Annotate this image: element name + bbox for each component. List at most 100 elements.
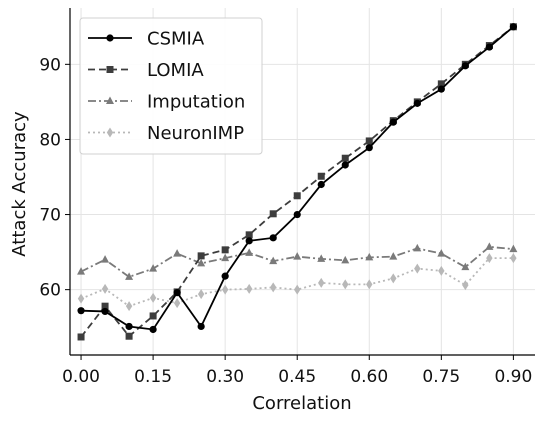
data-point-neuronimp xyxy=(173,298,181,309)
x-tick-label: 0.00 xyxy=(62,367,100,387)
data-point-csmia xyxy=(461,62,469,70)
data-point-lomia xyxy=(269,210,277,218)
data-point-imputation xyxy=(221,253,230,262)
data-point-imputation xyxy=(365,252,374,261)
data-point-neuronimp xyxy=(149,292,157,303)
data-point-imputation xyxy=(293,252,302,260)
data-point-neuronimp xyxy=(101,283,109,294)
data-point-lomia xyxy=(149,312,157,320)
data-point-imputation xyxy=(125,272,134,280)
data-point-imputation xyxy=(509,244,518,253)
legend-item-csmia: CSMIA xyxy=(88,29,205,50)
data-point-neuronimp xyxy=(390,273,397,284)
data-point-neuronimp xyxy=(510,253,517,264)
data-point-lomia xyxy=(101,302,109,310)
data-point-imputation xyxy=(485,242,494,250)
x-axis-label: Correlation xyxy=(252,393,351,414)
ticks: 0.00 0.15 0.30 0.45 0.60 0.75 0.90 60 70 80 90 xyxy=(39,55,532,387)
series-csmia xyxy=(77,23,517,334)
data-point-imputation xyxy=(149,264,158,272)
data-point-csmia xyxy=(149,325,157,334)
data-point-imputation xyxy=(341,255,350,264)
series-neuronimp xyxy=(77,253,517,312)
data-point-lomia xyxy=(365,137,373,145)
legend-marker-imputation xyxy=(106,96,114,104)
legend-box xyxy=(79,17,263,155)
data-point-imputation xyxy=(173,249,182,257)
data-point-csmia xyxy=(221,272,229,280)
data-point-csmia xyxy=(173,289,181,297)
y-tick-label: 90 xyxy=(39,55,61,75)
data-point-csmia xyxy=(317,180,325,189)
data-point-imputation xyxy=(389,252,398,260)
data-point-neuronimp xyxy=(342,279,349,290)
data-point-neuronimp xyxy=(77,293,85,304)
data-point-csmia xyxy=(125,322,133,331)
data-point-neuronimp xyxy=(197,289,205,300)
data-point-imputation xyxy=(461,262,470,271)
data-point-csmia xyxy=(77,307,85,315)
data-point-csmia xyxy=(437,85,445,93)
data-point-neuronimp xyxy=(414,263,421,274)
data-point-neuronimp xyxy=(245,283,253,294)
data-point-neuronimp xyxy=(221,284,229,295)
data-point-lomia xyxy=(77,333,85,341)
legend-marker-neuronimp xyxy=(106,127,114,138)
x-tick-label: 0.90 xyxy=(494,367,532,387)
legend-marker-lomia xyxy=(106,66,114,73)
legend-item-lomia: LOMIA xyxy=(88,60,204,81)
data-point-lomia xyxy=(437,80,445,88)
x-tick-label: 0.15 xyxy=(134,367,172,387)
legend-label-neuronimp: NeuronIMP xyxy=(147,123,244,144)
data-point-csmia xyxy=(245,237,253,245)
data-point-csmia xyxy=(269,234,277,242)
data-point-imputation xyxy=(245,248,254,256)
data-point-csmia xyxy=(341,161,349,169)
x-tick-label: 0.60 xyxy=(350,367,388,387)
data-point-imputation xyxy=(437,249,446,257)
legend-item-neuronimp: NeuronIMP xyxy=(88,123,244,144)
data-point-lomia xyxy=(341,154,349,162)
legend-label-imputation: Imputation xyxy=(147,92,245,113)
data-point-lomia xyxy=(197,252,205,260)
data-point-imputation xyxy=(413,243,422,252)
y-tick-label: 80 xyxy=(39,130,61,150)
data-point-csmia xyxy=(509,23,517,31)
data-point-neuronimp xyxy=(294,284,301,295)
data-point-imputation xyxy=(101,255,110,263)
legend-marker-csmia xyxy=(106,34,114,42)
x-tick-label: 0.30 xyxy=(206,367,244,387)
data-point-csmia xyxy=(293,210,301,219)
data-point-csmia xyxy=(413,99,421,107)
data-point-neuronimp xyxy=(269,282,277,293)
data-point-csmia xyxy=(197,322,205,331)
data-point-lomia xyxy=(317,172,325,180)
data-point-neuronimp xyxy=(125,301,133,312)
data-point-lomia xyxy=(221,246,229,254)
data-point-imputation xyxy=(317,254,326,262)
data-point-csmia xyxy=(389,118,397,126)
axes xyxy=(69,8,535,356)
x-tick-label: 0.75 xyxy=(422,367,460,387)
y-axis-label: Attack Accuracy xyxy=(9,111,30,257)
legend-label-csmia: CSMIA xyxy=(147,29,205,50)
data-point-csmia xyxy=(485,43,493,51)
data-point-neuronimp xyxy=(438,265,445,276)
data-point-lomia xyxy=(125,332,133,340)
data-point-imputation xyxy=(269,256,278,265)
legend-label-lomia: LOMIA xyxy=(147,60,204,81)
series-layer xyxy=(77,23,518,341)
data-point-csmia xyxy=(365,144,373,152)
data-point-imputation xyxy=(77,267,86,275)
data-point-neuronimp xyxy=(318,277,325,288)
data-point-imputation xyxy=(197,258,206,267)
legend-item-imputation: Imputation xyxy=(88,92,245,113)
legend: CSMIA LOMIA Imputation NeuronIMP xyxy=(79,17,263,155)
data-point-neuronimp xyxy=(486,253,493,264)
data-point-neuronimp xyxy=(366,279,373,290)
data-point-neuronimp xyxy=(462,280,469,291)
series-imputation xyxy=(77,242,518,280)
data-point-lomia xyxy=(293,192,301,200)
